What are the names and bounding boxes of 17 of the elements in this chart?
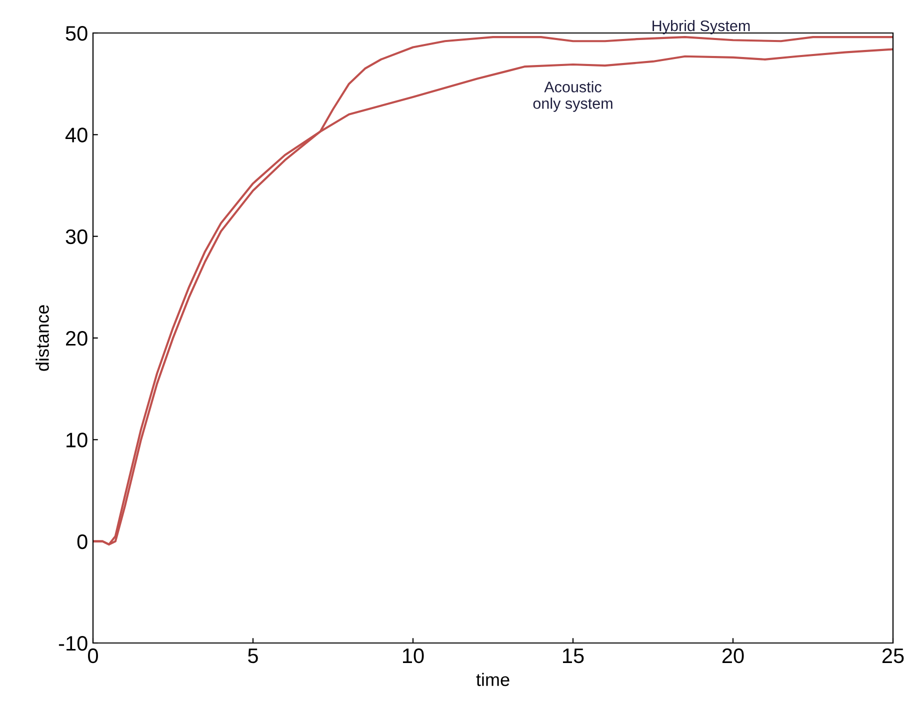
- x-tick-label: 25: [882, 648, 904, 664]
- annotation: Acoustic only system: [533, 81, 612, 112]
- annotation: Hybrid System: [652, 20, 750, 34]
- y-tick-label: -10: [58, 636, 88, 651]
- x-tick-label: 10: [403, 648, 424, 664]
- x-tick-label: 5: [248, 648, 258, 664]
- x-tick-label: 20: [722, 648, 744, 664]
- y-tick-label: 30: [66, 229, 88, 244]
- y-tick-label: 0: [77, 534, 88, 550]
- x-tick-label: 0: [88, 648, 98, 664]
- y-tick-label: 20: [66, 331, 88, 346]
- y-axis-title: distance: [36, 305, 49, 371]
- y-tick-label: 40: [65, 128, 88, 142]
- x-tick-label: 15: [563, 648, 584, 664]
- y-tick-label: 10: [66, 432, 88, 448]
- y-tick-label: 50: [66, 26, 88, 41]
- x-axis-title: time: [476, 672, 510, 686]
